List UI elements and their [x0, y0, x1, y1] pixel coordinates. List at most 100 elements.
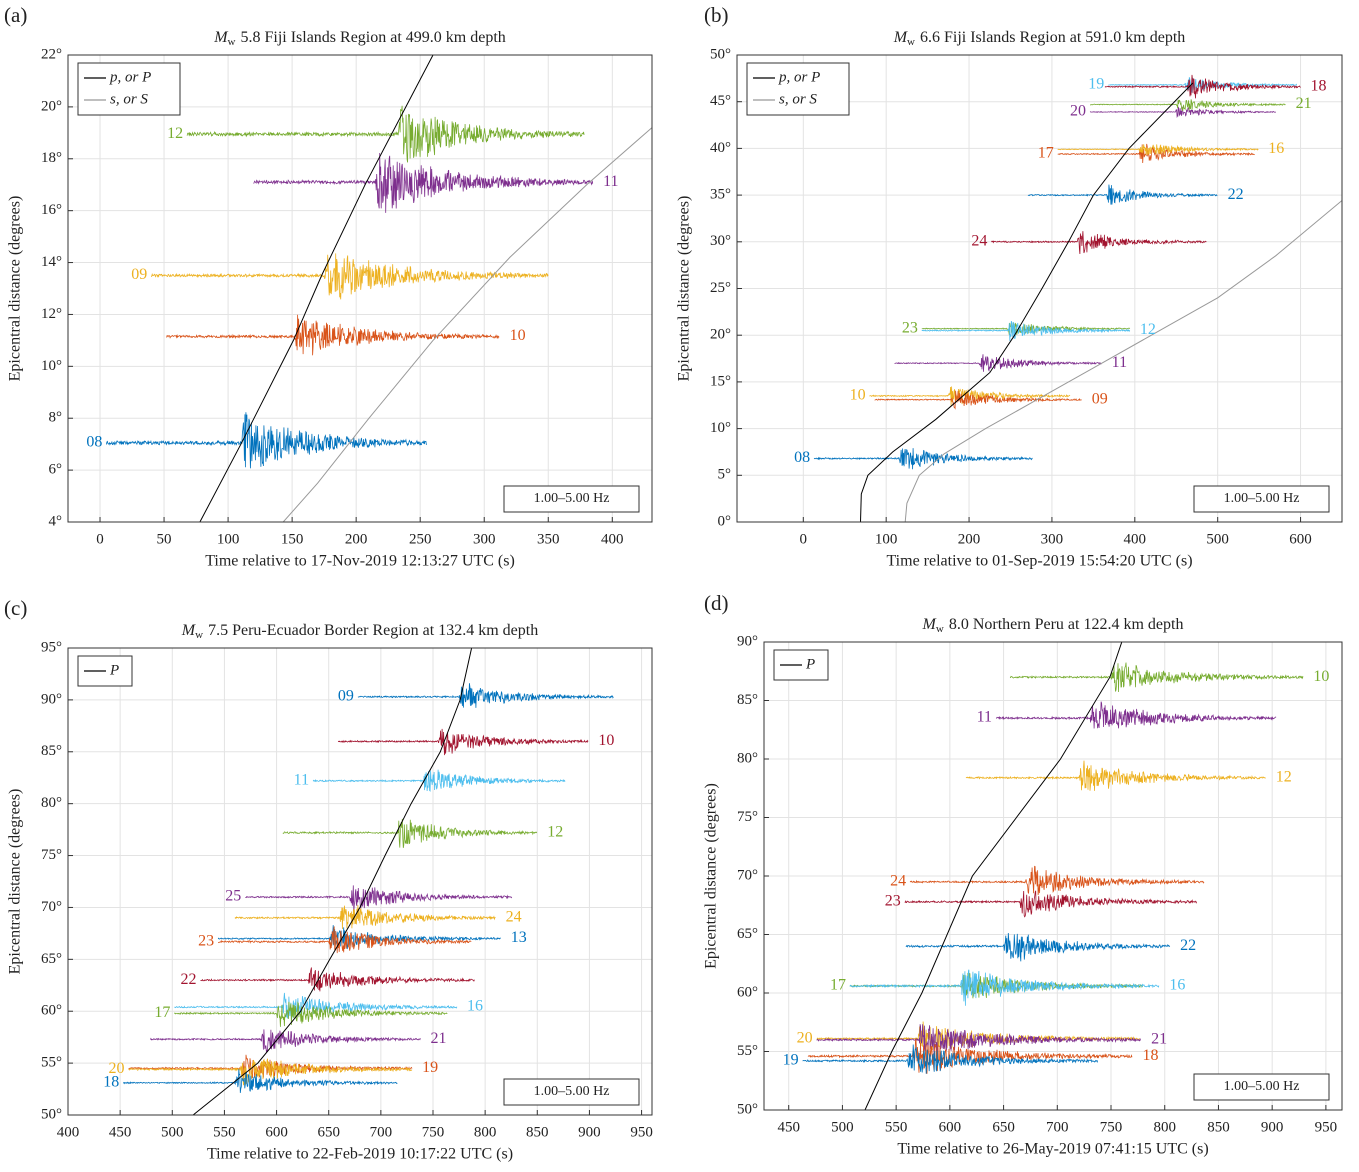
station-label: 17	[1038, 145, 1054, 162]
x-tick-label: 350	[537, 531, 560, 547]
x-tick-label: 150	[281, 531, 304, 547]
station-label: 24	[506, 908, 522, 925]
x-tick-label: 500	[831, 1119, 854, 1135]
seismogram-trace	[337, 728, 589, 756]
panel: (b) Mw 6.6 Fiji Islands Region at 591.0 km…	[676, 3, 1343, 570]
filter-box	[1193, 1073, 1330, 1101]
x-tick-label: 500	[161, 1124, 184, 1140]
seismogram-trace	[802, 1044, 1099, 1074]
seismogram-trace	[1104, 74, 1301, 99]
filter-box	[1193, 485, 1330, 513]
seismogram-trace	[174, 1001, 448, 1027]
station-label: 13	[511, 929, 527, 946]
seismogram-trace	[174, 992, 458, 1020]
seismogram-trace	[150, 1029, 421, 1053]
y-tick-label: 20°	[41, 98, 62, 114]
station-label: 19	[783, 1052, 799, 1069]
filter-label: 1.00–5.00 Hz	[1224, 1079, 1300, 1094]
seismogram-trace	[122, 1069, 398, 1093]
station-label: 24	[890, 873, 906, 890]
station-label: 23	[198, 932, 214, 949]
station-label: 19	[1088, 76, 1104, 93]
x-tick-label: 450	[777, 1119, 800, 1135]
seismogram-trace	[1027, 184, 1218, 205]
seismogram-trace	[909, 865, 1205, 896]
y-axis-label: Epicentral distance (degrees)	[7, 789, 24, 975]
title-subscript: w	[228, 36, 236, 48]
arrival-curve	[199, 55, 434, 522]
y-tick-label: 65°	[737, 926, 758, 942]
x-tick-label: 600	[265, 1124, 288, 1140]
chart-title: Mw 7.5 Peru-Ecuador Border Region at 132.…	[181, 622, 538, 641]
x-tick-label: 700	[370, 1124, 393, 1140]
x-tick-label: 250	[409, 531, 432, 547]
seismogram-trace	[894, 354, 1102, 372]
station-label: 10	[850, 387, 866, 404]
plot-area	[106, 55, 652, 522]
x-tick-label: 900	[578, 1124, 601, 1140]
panel-label: (a)	[4, 3, 27, 27]
legend-label: s, or S	[110, 91, 148, 107]
arrival-curve	[282, 127, 652, 522]
seismogram-trace	[128, 1058, 413, 1086]
filter-label: 1.00–5.00 Hz	[1224, 491, 1300, 506]
y-tick-label: 45°	[710, 93, 731, 109]
arrival-curve	[864, 642, 1123, 1110]
y-tick-label: 25°	[710, 280, 731, 296]
station-label: 10	[1313, 668, 1329, 685]
legend-label: p, or P	[109, 69, 151, 85]
legend-label: s, or S	[779, 91, 817, 107]
title-prefix: M	[893, 29, 909, 46]
y-tick-label: 50°	[710, 46, 731, 62]
y-tick-label: 80°	[737, 750, 758, 766]
y-axis-label: Epicentral distance (degrees)	[703, 783, 720, 969]
station-label: 16	[467, 998, 483, 1015]
x-tick-label: 900	[1261, 1119, 1284, 1135]
y-tick-label: 0°	[718, 513, 732, 529]
station-label: 24	[971, 232, 987, 249]
x-tick-label: 850	[1207, 1119, 1230, 1135]
station-label: 16	[1268, 140, 1284, 157]
axes-box	[67, 54, 653, 523]
seismogram-trace	[312, 769, 566, 792]
y-tick-label: 70°	[737, 867, 758, 883]
x-tick-label: 600	[939, 1119, 962, 1135]
station-label: 19	[422, 1059, 438, 1076]
x-tick-label: 950	[630, 1124, 653, 1140]
x-tick-label: 950	[1315, 1119, 1338, 1135]
y-tick-label: 70°	[41, 899, 62, 915]
station-label: 25	[225, 888, 241, 905]
station-label: 12	[167, 125, 183, 142]
y-tick-label: 55°	[737, 1043, 758, 1059]
arrival-curve	[192, 648, 473, 1115]
y-axis-label: Epicentral distance (degrees)	[676, 196, 693, 382]
station-label: 20	[1070, 103, 1086, 120]
seismogram-trace	[200, 967, 475, 992]
seismogram-trace	[253, 152, 594, 213]
x-tick-label: 800	[1153, 1119, 1176, 1135]
seismogram-trace	[991, 231, 1207, 255]
x-tick-label: 100	[217, 531, 240, 547]
axes-box	[736, 54, 1343, 523]
station-label: 09	[1092, 390, 1108, 407]
x-tick-label: 300	[1041, 531, 1064, 547]
station-label: 22	[1228, 186, 1244, 203]
seismogram-trace	[921, 320, 1131, 341]
y-tick-label: 35°	[710, 187, 731, 203]
panel: (c) Mw 7.5 Peru-Ecuador Border Region at 1…	[4, 596, 653, 1163]
y-tick-label: 6°	[49, 462, 63, 478]
plot-area	[813, 74, 1342, 522]
filter-label: 1.00–5.00 Hz	[534, 491, 610, 506]
seismogram-trace	[921, 322, 1131, 336]
seismogram-trace	[807, 1038, 1133, 1074]
title-text: 6.6 Fiji Islands Region at 591.0 km dept…	[920, 29, 1185, 46]
title-prefix: M	[181, 622, 197, 639]
seismogram-trace	[816, 1024, 1141, 1056]
y-tick-label: 55°	[41, 1055, 62, 1071]
y-tick-label: 80°	[41, 795, 62, 811]
station-label: 18	[103, 1074, 119, 1091]
station-label: 12	[1140, 321, 1156, 338]
chart-title: Mw 5.8 Fiji Islands Region at 499.0 km de…	[213, 29, 506, 48]
y-tick-label: 10°	[41, 358, 62, 374]
